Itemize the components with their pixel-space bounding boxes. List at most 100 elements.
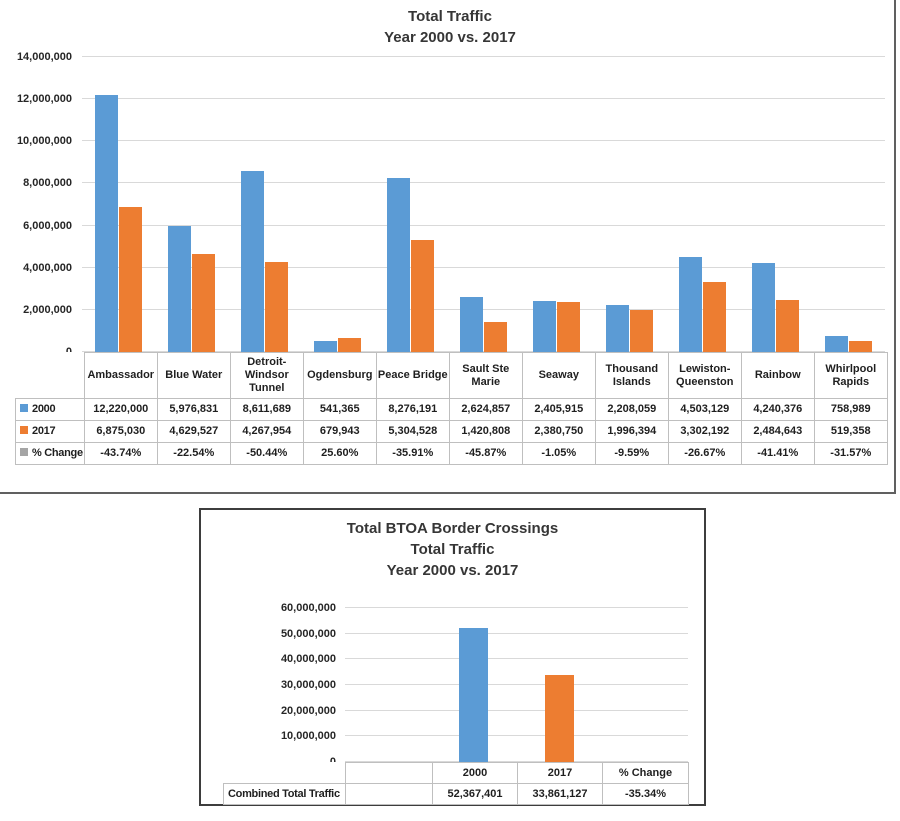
value-cell: 1,996,394 <box>594 420 669 443</box>
y-axis-tick-label: 30,000,000 <box>280 679 336 691</box>
value-cell: -50.44% <box>229 442 304 465</box>
category-header-cell: Sault Ste Marie <box>448 352 523 399</box>
chart2-data-table: 2000 2017% Change Combined Total Traffic 52… <box>223 762 689 805</box>
value-cell: 4,267,954 <box>229 420 304 443</box>
value-cell: 541,365 <box>302 398 377 421</box>
value-cell: 2,484,643 <box>740 420 815 443</box>
bar-2000-seaway <box>533 301 556 352</box>
gridline <box>345 684 688 685</box>
chart1-title: Total Traffic Year 2000 vs. 2017 <box>0 6 900 48</box>
series-row-label: 2017 <box>15 420 85 443</box>
btoa-total-chart: Total BTOA Border Crossings Total Traffi… <box>199 508 706 806</box>
chart1-data-table: Ambassador Blue Water Detroit-Windsor Tunn… <box>15 352 888 465</box>
bar-2017-sault-ste-marie <box>484 322 507 352</box>
legend-key-2000 <box>20 404 28 412</box>
chart1-title-line2: Year 2000 vs. 2017 <box>384 29 516 46</box>
value-cell: 6,875,030 <box>83 420 158 443</box>
gridline <box>345 710 688 711</box>
value-cell: -41.41% <box>740 442 815 465</box>
value-cell: 5,304,528 <box>375 420 450 443</box>
value-cell: 5,976,831 <box>156 398 231 421</box>
legend-key-2017 <box>20 426 28 434</box>
bar-2017-lewiston-queenston <box>703 282 726 352</box>
legend-key-change <box>20 448 28 456</box>
value-cell: 25.60% <box>302 442 377 465</box>
y-axis-tick-label: 20,000,000 <box>280 705 336 717</box>
bar-2000-ambassador <box>95 95 118 352</box>
table-corner-spacer <box>224 763 346 784</box>
series-row-label: Combined Total Traffic <box>223 783 346 805</box>
value-cell: 758,989 <box>813 398 888 421</box>
bar-2000-lewiston-queenston <box>679 257 702 352</box>
gridline <box>345 607 688 608</box>
y-axis-tick-label: 10,000,000 <box>16 135 72 147</box>
value-cell: 1,420,808 <box>448 420 523 443</box>
gridline <box>82 225 885 226</box>
series-row-label: % Change <box>15 442 85 465</box>
category-header-cell: Blue Water <box>156 352 231 399</box>
value-cell: 8,611,689 <box>229 398 304 421</box>
gridline <box>345 761 688 762</box>
chart1-plot-area <box>82 56 885 352</box>
table-corner-spacer <box>16 353 85 399</box>
bar-2017-detroit-windsor-tunnel <box>265 262 288 352</box>
value-cell: -26.67% <box>667 442 742 465</box>
chart2-title-line3: Year 2000 vs. 2017 <box>386 562 519 579</box>
category-header-cell <box>345 762 433 784</box>
value-cell: 4,240,376 <box>740 398 815 421</box>
value-cell: 2,405,915 <box>521 398 596 421</box>
bar-combined-total-traffic-2000 <box>459 628 488 762</box>
value-cell: 2,380,750 <box>521 420 596 443</box>
bar-2000-peace-bridge <box>387 178 410 352</box>
gridline <box>82 140 885 141</box>
bar-2000-rainbow <box>752 263 775 352</box>
value-cell: 8,276,191 <box>375 398 450 421</box>
category-header-cell: Detroit-Windsor Tunnel <box>229 352 304 399</box>
chart2-plot-area <box>345 607 688 762</box>
value-cell: -45.87% <box>448 442 523 465</box>
category-header-cell: Seaway <box>521 352 596 399</box>
value-cell: 3,302,192 <box>667 420 742 443</box>
chart2-title-line1: Total BTOA Border Crossings <box>346 520 559 537</box>
category-header-cell: Lewiston-Queenston <box>667 352 742 399</box>
bar-2000-thousand-islands <box>606 305 629 352</box>
series-row-label: 2000 <box>15 398 85 421</box>
total-traffic-chart: Total Traffic Year 2000 vs. 2017 02,000,… <box>0 0 900 494</box>
bar-2017-whirlpool-rapids <box>849 341 872 352</box>
y-axis-tick-label: 12,000,000 <box>16 93 72 105</box>
gridline <box>82 267 885 268</box>
bar-2000-whirlpool-rapids <box>825 336 848 352</box>
value-cell: 2,624,857 <box>448 398 523 421</box>
value-cell: 4,503,129 <box>667 398 742 421</box>
y-axis-tick-label: 2,000,000 <box>23 304 72 316</box>
y-axis-tick-label: 8,000,000 <box>23 177 72 189</box>
bar-2017-seaway <box>557 302 580 352</box>
category-header-cell: Thousand Islands <box>594 352 669 399</box>
bar-2017-rainbow <box>776 300 799 352</box>
bar-2017-ambassador <box>119 207 142 352</box>
value-cell: -43.74% <box>83 442 158 465</box>
gridline <box>82 309 885 310</box>
gridline <box>82 351 885 352</box>
y-axis-tick-label: 60,000,000 <box>280 602 336 614</box>
gridline <box>345 735 688 736</box>
value-cell: 679,943 <box>302 420 377 443</box>
value-cell: 12,220,000 <box>83 398 158 421</box>
y-axis-tick-label: 50,000,000 <box>280 628 336 640</box>
value-cell: 519,358 <box>813 420 888 443</box>
value-cell <box>345 783 433 805</box>
category-header-cell: Whirlpool Rapids <box>813 352 888 399</box>
gridline <box>345 633 688 634</box>
gridline <box>82 56 885 57</box>
value-cell: 4,629,527 <box>156 420 231 443</box>
chart1-right-frame <box>894 0 896 494</box>
value-cell: 52,367,401 <box>432 783 518 805</box>
bar-2017-ogdensburg <box>338 338 361 352</box>
category-header-cell: Peace Bridge <box>375 352 450 399</box>
gridline <box>82 182 885 183</box>
bar-2000-sault-ste-marie <box>460 297 483 352</box>
value-cell: 33,861,127 <box>517 783 603 805</box>
category-header-cell: 2017 <box>517 762 603 784</box>
category-header-cell: Rainbow <box>740 352 815 399</box>
chart1-bottom-frame <box>0 492 896 494</box>
